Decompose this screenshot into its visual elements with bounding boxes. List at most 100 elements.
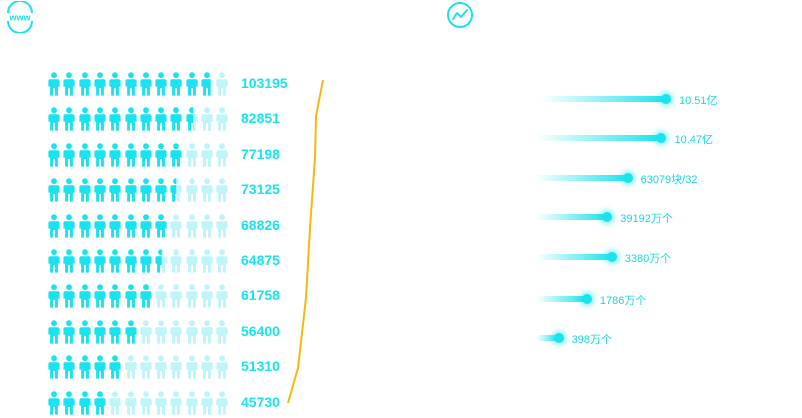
population-row: 73125 [48,178,298,204]
bar-row: 398万个 [520,328,780,348]
person-icon [155,178,167,202]
population-row: 68826 [48,213,298,240]
person-icon [48,143,60,167]
person-icon [94,178,106,202]
person-icon [201,284,213,308]
person-icon [186,107,198,131]
population-value: 77198 [241,145,280,162]
person-icon [186,390,198,415]
person-icon [155,143,167,167]
population-value: 51310 [241,358,280,375]
bar-label: 10.47亿 [674,134,713,146]
person-icon [124,390,137,415]
person-icon [63,72,75,96]
person-icon [170,72,182,96]
bar-fill [536,214,608,220]
globe-www-icon: www [7,1,33,33]
person-icon [124,355,137,379]
person-icon [140,143,152,167]
person-icon [78,390,91,415]
person-icon [94,72,106,96]
person-icon [170,178,182,202]
person-icon [216,178,228,202]
person-icon [78,107,91,131]
person-icon [201,178,213,202]
bar-label: 39192万个 [620,213,673,225]
population-row: 103195 [48,72,298,98]
person-icon [155,320,167,344]
population-row: 56400 [48,320,298,346]
person-icon [124,249,137,273]
person-icon [63,143,75,167]
bar-end-dot [622,173,633,183]
person-icon [63,107,75,131]
person-icon [48,72,60,96]
bar-label: 3380万个 [624,253,672,265]
bar-row: 10.47亿 [520,128,780,148]
person-icon [109,249,121,273]
person-icon [170,284,182,308]
person-icon [78,72,91,96]
person-icon [48,320,60,344]
bar-end-dot [656,133,667,143]
person-icon [78,320,91,344]
bar-label: 1786万个 [599,295,647,307]
person-icon [140,320,152,344]
person-icon [186,284,198,308]
person-icon [201,107,213,131]
person-icon [186,178,198,202]
person-icon [78,213,91,238]
person-icon [155,213,167,238]
person-icon [155,355,167,379]
population-value: 68826 [241,216,280,233]
person-icon [201,72,213,96]
population-row: 61758 [48,284,298,310]
person-icon [124,72,137,96]
bar-row: 3380万个 [520,247,780,267]
person-icon [109,143,121,167]
person-icon [48,107,60,131]
person-icon [48,178,60,202]
population-value: 82851 [241,110,280,127]
person-icon [109,284,121,308]
person-icon [140,107,152,131]
population-value: 103195 [241,75,288,91]
person-icon [186,213,198,238]
bar-fill [536,254,612,260]
person-icon [78,284,91,308]
person-icon [201,213,213,238]
person-icon [124,143,137,167]
person-icon [94,284,106,308]
person-icon [155,107,167,131]
bar-end-dot [602,212,613,222]
person-icon [201,320,213,344]
person-icon [201,143,213,167]
population-value: 45730 [241,393,280,410]
svg-text:www: www [8,13,31,23]
bar-label: 398万个 [571,334,612,346]
person-icon [201,390,213,415]
person-icon [140,284,152,308]
person-icon [170,143,182,167]
person-icon [170,355,182,379]
population-value: 61758 [241,287,280,304]
bar-fill [541,96,666,102]
person-icon [216,107,228,131]
bar-panel: 10.51亿 10.47亿 63079块/32 39192万个 3380万个 1786万个… [520,80,780,360]
person-icon [170,249,182,273]
person-icon [78,355,91,379]
bar-fill [536,175,628,181]
population-row: 45730 [48,390,298,417]
person-icon [78,249,91,273]
bar-end-dot [606,252,617,262]
population-value: 64875 [241,252,280,268]
person-icon [216,284,228,308]
person-icon [109,213,121,238]
person-icon [48,213,60,238]
person-icon [94,143,106,167]
population-value: 56400 [241,322,280,339]
person-icon [216,143,228,167]
population-row: 77198 [48,143,298,169]
person-icon [63,249,75,273]
person-icon [109,107,121,131]
